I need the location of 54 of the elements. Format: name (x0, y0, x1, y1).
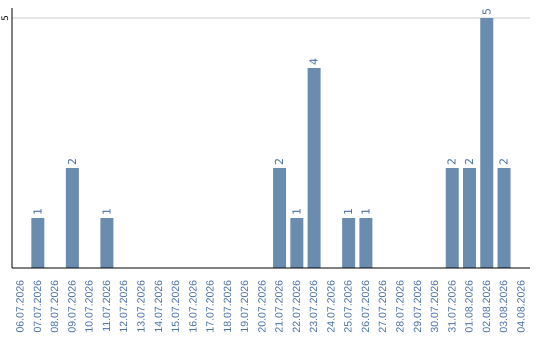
x-tick-label: 16.07.2026 (187, 280, 200, 333)
data-label: 2 (463, 158, 476, 165)
x-tick-label: 18.07.2026 (222, 280, 234, 333)
x-tick-label: 27.07.2026 (377, 280, 390, 333)
x-tick-label: 30.07.2026 (429, 280, 442, 333)
x-tick-label: 04.08.2026 (515, 280, 528, 333)
x-tick-label: 13.07.2026 (136, 280, 148, 333)
data-label: 2 (498, 158, 511, 165)
x-tick-label: 29.07.2026 (412, 280, 424, 333)
bar (498, 168, 511, 268)
x-tick-label: 07.07.2026 (32, 280, 44, 333)
bar (308, 68, 321, 268)
x-tick-label: 23.07.2026 (308, 280, 320, 333)
bar (273, 168, 286, 268)
x-tick-label: 19.07.2026 (239, 280, 252, 333)
bar (66, 168, 79, 268)
x-tick-label: 31.07.2026 (446, 280, 458, 333)
x-tick-label: 15.07.2026 (170, 280, 182, 333)
x-tick-label: 25.07.2026 (342, 280, 355, 333)
bar (342, 218, 356, 268)
x-tick-label: 28.07.2026 (394, 280, 406, 333)
x-tick-label: 10.07.2026 (84, 280, 96, 333)
bar (463, 168, 476, 268)
x-tick-label: 17.07.2026 (204, 280, 217, 333)
data-label: 2 (446, 158, 459, 165)
x-tick-label: 14.07.2026 (152, 280, 165, 333)
x-tick-label: 06.07.2026 (14, 280, 27, 333)
data-label: 2 (66, 158, 79, 165)
bar (480, 18, 494, 268)
x-tick-label: 20.07.2026 (256, 280, 268, 333)
data-label: 1 (290, 208, 304, 215)
x-tick-label: 24.07.2026 (325, 280, 338, 333)
x-tick-label: 26.07.2026 (360, 280, 372, 333)
data-label: 1 (100, 208, 114, 215)
bar (31, 218, 44, 268)
x-tick-label: 03.08.2026 (498, 280, 510, 333)
bar (359, 218, 372, 268)
x-tick-label: 11.07.2026 (100, 280, 113, 332)
bar (290, 218, 304, 268)
bar (100, 218, 114, 268)
data-label: 4 (308, 58, 321, 65)
data-label: 1 (342, 208, 356, 215)
data-label: 5 (480, 8, 494, 15)
x-tick-label: 21.07.2026 (274, 280, 286, 333)
bar (446, 168, 459, 268)
x-tick-label: 12.07.2026 (118, 280, 130, 333)
x-tick-label: 02.08.2026 (480, 280, 493, 333)
data-label: 1 (31, 208, 44, 215)
data-label: 1 (359, 208, 372, 215)
x-tick-label: 01.08.2026 (464, 280, 476, 333)
x-tick-label: 09.07.2026 (66, 280, 78, 333)
x-tick-label: 08.07.2026 (49, 280, 62, 333)
data-label: 2 (273, 158, 286, 165)
x-tick-label: 22.07.2026 (290, 280, 303, 333)
